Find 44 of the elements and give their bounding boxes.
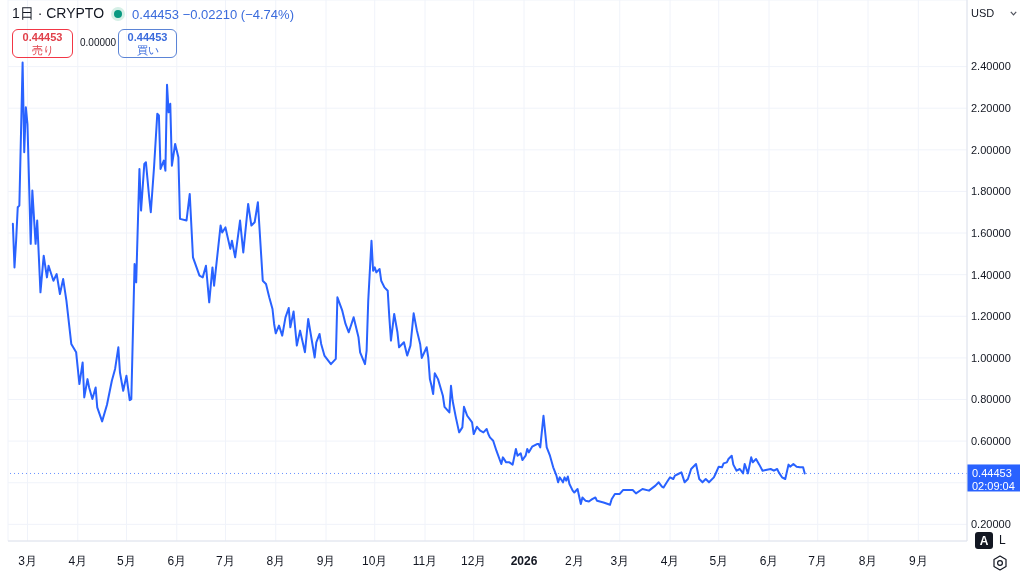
y-tick-label: 0.80000 <box>971 393 1011 406</box>
sell-button: 0.44453 売り <box>12 29 73 58</box>
y-tick-label: 1.80000 <box>971 185 1011 198</box>
y-tick-label: 1.00000 <box>971 351 1011 364</box>
y-tick-label: 1.60000 <box>971 226 1011 239</box>
y-tick-label: 0.20000 <box>971 518 1011 531</box>
x-tick-label: 7月 <box>808 554 828 568</box>
text: USD <box>971 7 995 19</box>
y-tick-label: 2.00000 <box>971 143 1011 156</box>
x-tick-label: 9月 <box>316 554 336 568</box>
annotation: 0.44453 <box>22 30 63 44</box>
x-tick-label: 2026 <box>510 554 538 568</box>
x-tick-label: 10月 <box>362 554 388 568</box>
x-tick-label: 6月 <box>759 554 779 568</box>
x-tick-label: 12月 <box>461 554 487 568</box>
annotation: 売り <box>31 43 54 57</box>
y-tick-label: 1.20000 <box>971 310 1011 323</box>
annotation: 0.44453 <box>127 30 168 44</box>
annotation: 0.44453 −0.02210 (−4.74%) <box>132 6 294 22</box>
y-tick-label: 2.20000 <box>971 102 1011 115</box>
x-tick-label: 5月 <box>709 554 729 568</box>
x-tick-label: 2月 <box>564 554 584 568</box>
x-tick-label: 3月 <box>18 554 37 568</box>
y-tick-label: 0.60000 <box>971 434 1011 447</box>
text: 02:09:04 <box>972 480 1015 493</box>
x-tick-label: 11月 <box>412 554 438 568</box>
toggle-button: A <box>975 532 993 549</box>
x-tick-label: 5月 <box>117 554 136 568</box>
x-tick-label: 4月 <box>68 554 88 568</box>
buy-button: 0.44453 買い <box>118 29 177 58</box>
y-tick-label: 2.40000 <box>971 60 1011 73</box>
x-tick-label: 8月 <box>266 554 286 568</box>
text: L <box>999 533 1006 547</box>
y-tick-label: 1.40000 <box>971 268 1011 281</box>
ref-line-label: 0.44453 <box>972 467 1012 480</box>
x-tick-label: 8月 <box>858 554 878 568</box>
chart-title: 1日 · CRYPTO <box>12 5 105 23</box>
x-tick-label: 6月 <box>167 554 187 568</box>
x-tick-label: 7月 <box>216 554 235 568</box>
annotation: 買い <box>136 43 159 57</box>
x-tick-label: 9月 <box>908 554 928 568</box>
x-tick-label: 3月 <box>610 554 630 568</box>
x-tick-label: 4月 <box>660 554 680 568</box>
annotation: 0.00000 <box>80 37 117 48</box>
